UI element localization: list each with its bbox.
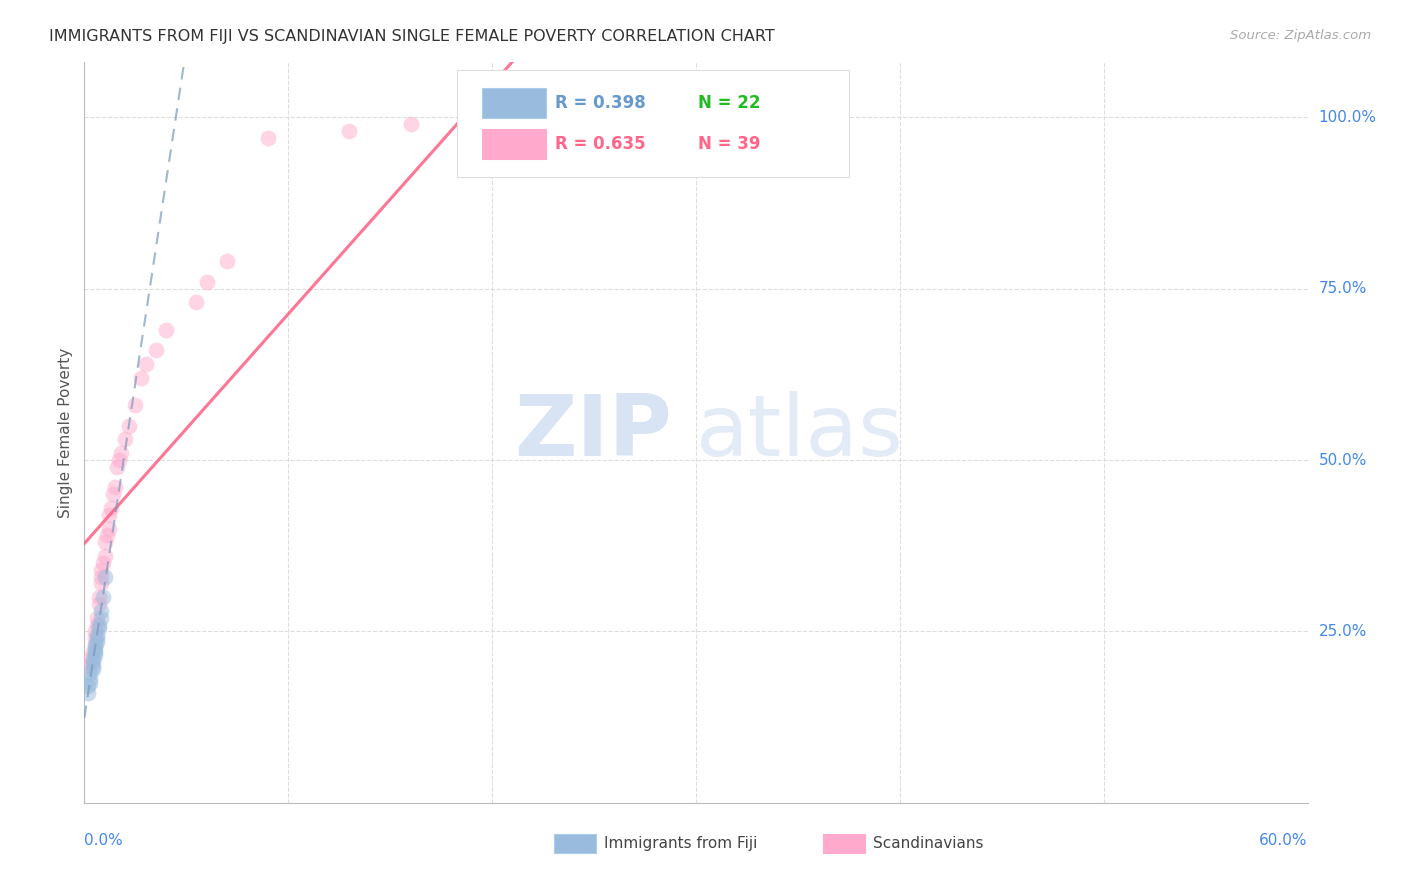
Point bbox=[101, 487, 124, 501]
Text: Scandinavians: Scandinavians bbox=[873, 836, 984, 851]
Point bbox=[82, 655, 104, 669]
Text: 60.0%: 60.0% bbox=[1260, 833, 1308, 848]
Point bbox=[79, 676, 101, 690]
Text: Immigrants from Fiji: Immigrants from Fiji bbox=[605, 836, 758, 851]
Text: Source: ZipAtlas.com: Source: ZipAtlas.com bbox=[1230, 29, 1371, 42]
Point bbox=[124, 398, 146, 412]
Point bbox=[145, 343, 167, 358]
Point bbox=[91, 590, 114, 604]
Point bbox=[257, 131, 280, 145]
Point bbox=[339, 124, 361, 138]
Point bbox=[77, 679, 100, 693]
Point bbox=[105, 459, 128, 474]
Text: 0.0%: 0.0% bbox=[84, 833, 124, 848]
Point bbox=[97, 508, 120, 522]
Point bbox=[83, 641, 105, 656]
FancyBboxPatch shape bbox=[482, 88, 546, 118]
Point bbox=[77, 658, 100, 673]
Point bbox=[82, 652, 104, 666]
Y-axis label: Single Female Poverty: Single Female Poverty bbox=[58, 348, 73, 517]
Point bbox=[83, 624, 105, 639]
Text: R = 0.635: R = 0.635 bbox=[555, 135, 645, 153]
Point bbox=[79, 665, 101, 680]
Point bbox=[86, 634, 108, 648]
Point bbox=[83, 648, 105, 663]
Text: 75.0%: 75.0% bbox=[1319, 281, 1367, 296]
Point bbox=[87, 621, 110, 635]
Point bbox=[79, 673, 101, 687]
Point bbox=[114, 433, 136, 447]
Text: N = 39: N = 39 bbox=[699, 135, 761, 153]
Text: R = 0.398: R = 0.398 bbox=[555, 95, 645, 112]
FancyBboxPatch shape bbox=[823, 834, 865, 853]
Point bbox=[83, 638, 105, 652]
Point bbox=[83, 645, 105, 659]
Text: 50.0%: 50.0% bbox=[1319, 452, 1367, 467]
FancyBboxPatch shape bbox=[482, 129, 546, 159]
FancyBboxPatch shape bbox=[457, 70, 849, 178]
Point bbox=[90, 563, 112, 577]
Point bbox=[118, 418, 141, 433]
Point bbox=[86, 628, 108, 642]
Point bbox=[77, 686, 100, 700]
Point bbox=[195, 275, 218, 289]
Point bbox=[90, 610, 112, 624]
Point bbox=[135, 357, 157, 371]
Point bbox=[91, 556, 114, 570]
Text: atlas: atlas bbox=[696, 391, 904, 475]
Point bbox=[82, 658, 104, 673]
Text: IMMIGRANTS FROM FIJI VS SCANDINAVIAN SINGLE FEMALE POVERTY CORRELATION CHART: IMMIGRANTS FROM FIJI VS SCANDINAVIAN SIN… bbox=[49, 29, 775, 44]
Point bbox=[685, 110, 707, 124]
Point bbox=[97, 522, 120, 536]
Point bbox=[104, 480, 127, 494]
Point bbox=[86, 632, 108, 646]
FancyBboxPatch shape bbox=[554, 834, 596, 853]
Point bbox=[82, 662, 104, 676]
Point bbox=[90, 604, 112, 618]
Point bbox=[131, 371, 153, 385]
Point bbox=[93, 535, 115, 549]
Text: N = 22: N = 22 bbox=[699, 95, 761, 112]
Point bbox=[90, 569, 112, 583]
Point bbox=[82, 645, 104, 659]
Text: 25.0%: 25.0% bbox=[1319, 624, 1367, 639]
Point bbox=[87, 617, 110, 632]
Text: ZIP: ZIP bbox=[513, 391, 672, 475]
Point bbox=[87, 590, 110, 604]
Point bbox=[399, 117, 422, 131]
Point bbox=[87, 597, 110, 611]
Point bbox=[86, 610, 108, 624]
Text: 100.0%: 100.0% bbox=[1319, 110, 1376, 125]
Point bbox=[83, 638, 105, 652]
Point bbox=[93, 569, 115, 583]
Point bbox=[155, 323, 177, 337]
Point bbox=[90, 576, 112, 591]
Point bbox=[110, 446, 132, 460]
Point bbox=[96, 528, 118, 542]
Point bbox=[86, 617, 108, 632]
Point bbox=[217, 254, 239, 268]
Point bbox=[100, 501, 122, 516]
Point bbox=[83, 632, 105, 646]
Point bbox=[186, 295, 208, 310]
Point bbox=[93, 549, 115, 563]
Point bbox=[108, 453, 131, 467]
Point bbox=[79, 652, 101, 666]
